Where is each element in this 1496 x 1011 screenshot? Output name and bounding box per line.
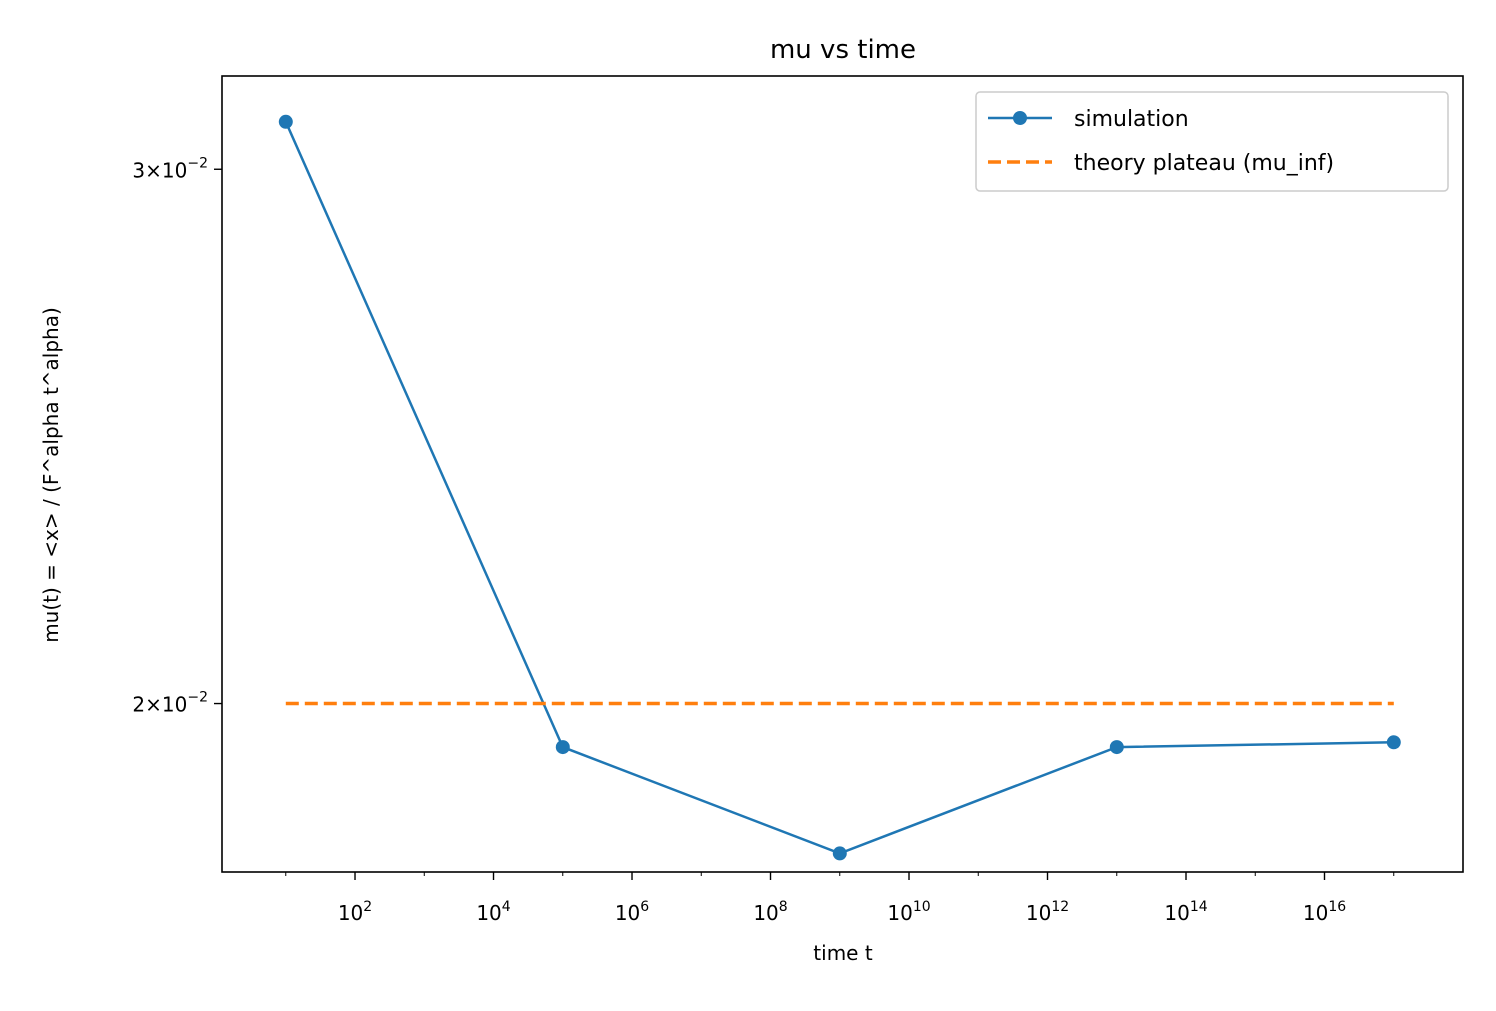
x-tick-label: 104 bbox=[476, 899, 510, 925]
x-tick-label: 106 bbox=[615, 899, 649, 925]
simulation-data-point bbox=[555, 740, 570, 755]
chart-title: mu vs time bbox=[770, 35, 916, 65]
plot-frame bbox=[221, 75, 1464, 873]
legend-simulation-swatch-marker bbox=[1013, 111, 1027, 125]
legend: simulation theory plateau (mu_inf) bbox=[975, 91, 1449, 192]
x-tick-label: 1016 bbox=[1303, 899, 1346, 925]
x-tick-label: 1012 bbox=[1026, 899, 1069, 925]
x-axis-label: time t bbox=[813, 941, 873, 965]
legend-box bbox=[975, 91, 1449, 192]
x-tick-label: 102 bbox=[338, 899, 372, 925]
x-tick-label: 1010 bbox=[887, 899, 930, 925]
x-tick-label: 108 bbox=[753, 899, 787, 925]
simulation-data-point bbox=[1386, 735, 1401, 750]
simulation-data-point bbox=[1109, 740, 1124, 755]
simulation-data-point bbox=[832, 846, 847, 861]
y-tick-label: 3×10−2 bbox=[132, 155, 208, 182]
plot-area: 102 104 106 108 1010 1012 1014 1016 3×10−2 2×10−2 bbox=[132, 75, 1464, 925]
x-tick-label: 1014 bbox=[1164, 899, 1207, 925]
legend-entry-label: simulation bbox=[1074, 107, 1189, 132]
legend-entry-label: theory plateau (mu_inf) bbox=[1074, 151, 1334, 176]
simulation-data-point bbox=[278, 114, 293, 129]
y-axis-label: mu(t) = <x> / (F^alpha t^alpha) bbox=[39, 307, 63, 643]
y-tick-label: 2×10−2 bbox=[132, 690, 208, 717]
